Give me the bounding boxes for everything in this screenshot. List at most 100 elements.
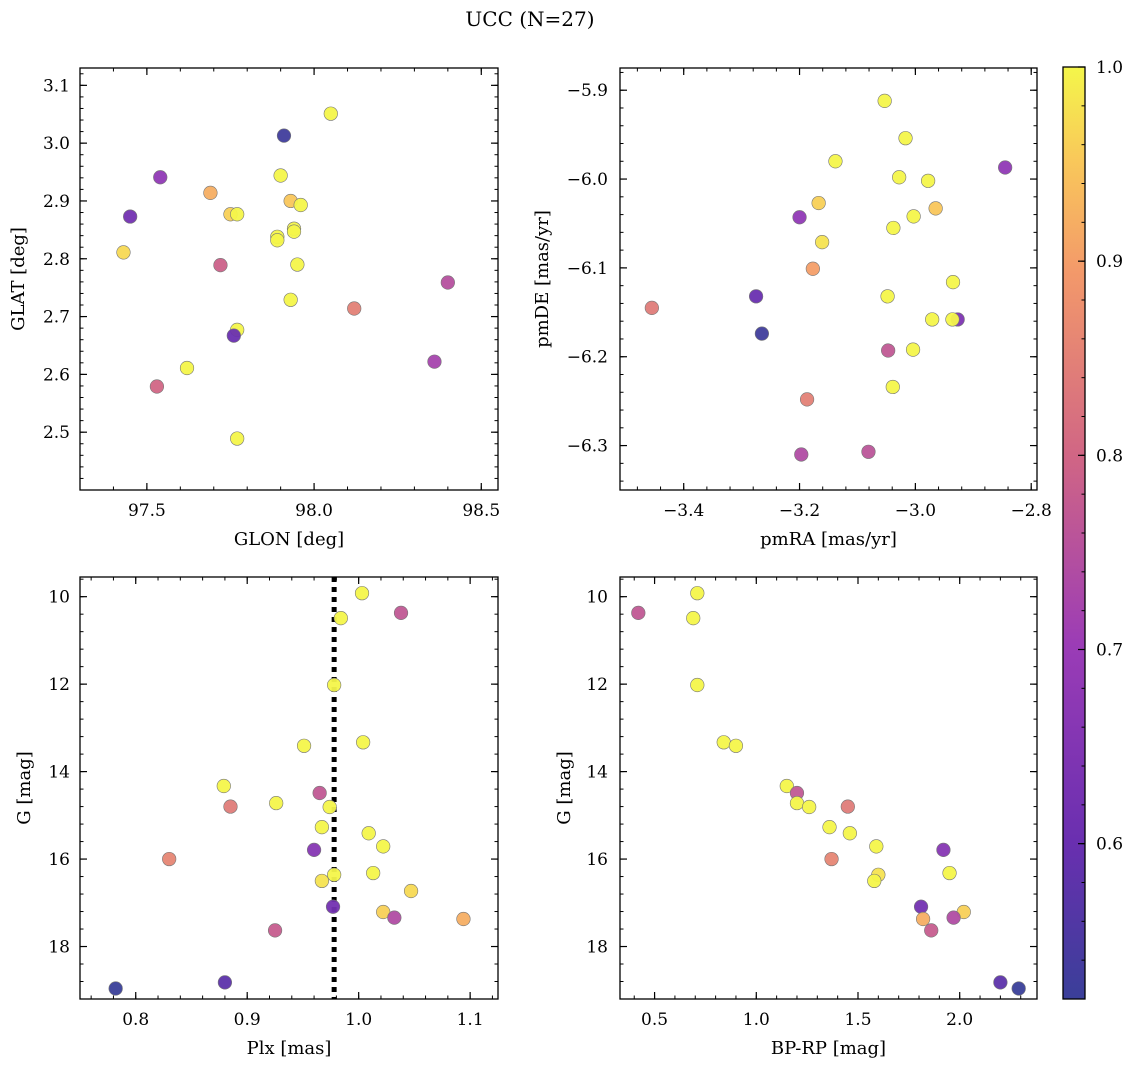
data-point <box>690 586 705 601</box>
data-point <box>217 975 233 990</box>
x-tick-label: 2.0 <box>946 1010 973 1030</box>
y-tick-label: −6.1 <box>567 259 608 279</box>
data-point <box>203 185 218 200</box>
data-point <box>824 851 839 867</box>
y-tick-label: 18 <box>48 938 70 958</box>
colorbar-tick-label: 0.8 <box>1096 446 1123 466</box>
y-tick-label: −6.2 <box>567 348 608 368</box>
y-tick-label: 2.6 <box>43 365 70 385</box>
y-axis-label: G [mag] <box>14 751 35 824</box>
x-tick-label: 1.5 <box>844 1010 871 1030</box>
data-point <box>314 820 329 835</box>
y-tick-label: 2.9 <box>43 192 70 212</box>
data-point <box>230 431 245 446</box>
data-point <box>892 170 907 185</box>
x-tick-label: −3.4 <box>663 501 704 521</box>
y-axis-label: pmDE [mas/yr] <box>532 210 553 348</box>
data-point <box>905 342 921 357</box>
data-point <box>898 131 913 146</box>
data-point <box>267 923 283 938</box>
data-point <box>805 261 820 276</box>
x-tick-label: 98.0 <box>295 501 333 521</box>
data-point <box>296 738 312 753</box>
data-point <box>749 289 764 304</box>
data-point <box>306 842 322 857</box>
data-point <box>333 611 348 626</box>
data-point <box>286 224 302 239</box>
data-point <box>116 245 131 260</box>
x-axis-label: pmRA [mas/yr] <box>760 529 897 550</box>
data-point <box>945 312 960 327</box>
data-point <box>293 197 308 213</box>
x-tick-label: 1.1 <box>457 1010 484 1030</box>
y-tick-label: 2.5 <box>43 423 70 443</box>
x-axis-label: GLON [deg] <box>234 529 344 550</box>
data-point <box>880 289 895 304</box>
data-point <box>794 447 809 462</box>
colorbar-tick-label: 0.9 <box>1096 252 1123 272</box>
data-point <box>942 865 957 881</box>
panel-pm: −3.4 −3.2 −3.0 −2.8 −6.3 −6.2 −6.1 −6.0 −5.9 pmRA… <box>532 67 1052 550</box>
data-point <box>276 128 292 143</box>
x-tick-label: −3.0 <box>895 501 936 521</box>
y-tick-label: 12 <box>48 675 70 695</box>
data-point <box>915 911 931 927</box>
data-point <box>811 195 826 211</box>
data-point <box>216 778 231 794</box>
data-point <box>108 981 123 996</box>
data-point <box>936 842 951 857</box>
data-point <box>924 923 939 938</box>
y-tick-label: −6.0 <box>567 170 608 190</box>
y-tick-label: 16 <box>586 850 608 870</box>
data-point <box>162 851 177 867</box>
data-point <box>323 106 338 121</box>
axes-frame <box>79 67 499 491</box>
axes-frame <box>619 67 1038 491</box>
data-point <box>403 883 419 899</box>
axes-frame <box>619 576 1038 1000</box>
data-point <box>376 839 391 854</box>
data-point <box>993 975 1008 990</box>
data-point <box>867 873 882 889</box>
data-point <box>226 328 241 343</box>
data-point <box>393 605 409 620</box>
data-point <box>869 839 884 854</box>
data-point <box>716 735 731 750</box>
x-tick-label: 97.5 <box>128 501 166 521</box>
data-point <box>283 292 298 307</box>
data-point <box>886 220 901 236</box>
x-axis-label: Plx [mas] <box>247 1038 332 1059</box>
data-point <box>347 301 362 316</box>
data-point <box>456 911 471 927</box>
x-tick-label: 98.5 <box>462 501 500 521</box>
y-tick-label: 16 <box>48 850 70 870</box>
y-tick-label: 10 <box>48 588 70 608</box>
data-point <box>754 326 769 341</box>
data-point <box>290 257 305 272</box>
x-tick-label: 0.8 <box>122 1010 149 1030</box>
data-point <box>387 910 402 925</box>
data-point <box>885 379 900 395</box>
y-tick-label: 2.7 <box>43 308 70 328</box>
y-tick-label: 14 <box>586 763 608 783</box>
x-axis-label: BP-RP [mag] <box>771 1038 886 1059</box>
data-point <box>314 873 329 889</box>
data-point <box>906 209 921 224</box>
data-point <box>946 910 961 925</box>
data-point <box>792 210 807 225</box>
data-point <box>270 233 285 248</box>
y-tick-label: 18 <box>586 938 608 958</box>
data-point <box>327 677 342 693</box>
y-tick-label: 10 <box>586 588 608 608</box>
data-point <box>945 275 961 290</box>
data-point <box>921 173 936 188</box>
x-tick-label: 1.0 <box>345 1010 372 1030</box>
data-point <box>322 799 337 815</box>
data-point <box>998 160 1013 175</box>
panel-glon-glat: 97.5 98.0 98.5 2.5 2.6 2.7 2.8 2.9 3.0 3.1 GLON [d… <box>8 67 500 550</box>
y-tick-label: 3.1 <box>43 76 70 96</box>
data-point <box>877 93 892 108</box>
data-point <box>269 795 284 811</box>
data-point <box>376 904 391 920</box>
